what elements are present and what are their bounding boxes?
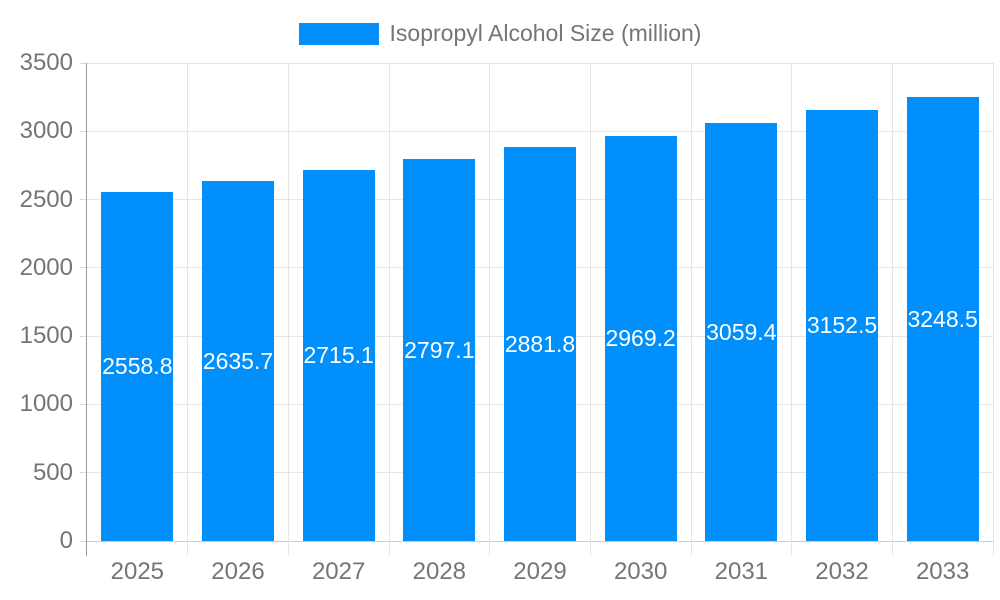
bar[interactable]: 2635.7 [202, 181, 274, 541]
x-tick-label: 2025 [110, 558, 165, 585]
plot-area: 0 500 1000 1500 2000 2500 3000 3500 2558.8 2025 26… [20, 49, 994, 585]
y-axis-tick [80, 540, 86, 542]
gridline-vertical [187, 63, 189, 556]
bar[interactable]: 3059.4 [705, 123, 778, 541]
gridline-vertical [791, 63, 793, 556]
legend-item[interactable]: Isopropyl Alcohol Size (million) [0, 20, 1000, 47]
bar[interactable]: 2715.1 [302, 170, 375, 541]
x-tick-label: 2033 [915, 558, 970, 585]
y-tick-label: 2000 [19, 253, 73, 281]
gridline-vertical [489, 63, 491, 556]
x-tick-label: 2028 [412, 558, 467, 585]
bar-value-label: 3248.5 [907, 305, 978, 332]
bar-value-label: 3152.5 [806, 312, 878, 339]
x-tick-label: 2031 [714, 558, 769, 585]
gridline-vertical [891, 63, 893, 556]
gridline-vertical [992, 63, 994, 556]
bar[interactable]: 2881.8 [504, 147, 576, 541]
x-tick-label: 2032 [815, 558, 869, 585]
x-tick-label: 2029 [513, 558, 567, 585]
y-tick-label: 500 [32, 458, 73, 486]
y-tick-label: 3000 [19, 117, 73, 145]
y-tick-label: 0 [59, 527, 73, 554]
bar-value-label: 2558.8 [102, 352, 173, 379]
bar-value-label: 2715.1 [303, 342, 374, 369]
y-axis-tick [80, 267, 86, 269]
x-tick-label: 2026 [211, 558, 265, 585]
bar[interactable]: 2558.8 [101, 191, 174, 541]
bar-value-label: 2881.8 [504, 330, 576, 357]
gridline-vertical [388, 63, 390, 556]
y-axis-tick [80, 472, 86, 474]
bar[interactable]: 2969.2 [604, 135, 677, 541]
y-tick-label: 3500 [19, 49, 73, 76]
y-axis-tick [80, 130, 86, 132]
bar[interactable]: 3248.5 [906, 97, 979, 541]
bar[interactable]: 2797.1 [403, 159, 476, 541]
bar[interactable]: 3152.5 [806, 110, 878, 541]
x-tick-label: 2027 [311, 558, 366, 585]
gridline-vertical [287, 63, 289, 556]
legend-label: Isopropyl Alcohol Size (million) [389, 20, 702, 46]
y-tick-label: 2500 [19, 185, 73, 213]
y-axis-tick [80, 335, 86, 337]
y-tick-label: 1000 [19, 390, 73, 418]
bar-value-label: 2635.7 [202, 347, 274, 374]
y-axis-tick [80, 199, 86, 201]
y-axis-tick [80, 403, 86, 405]
legend-swatch [298, 22, 379, 45]
y-axis-tick [80, 62, 86, 64]
bar-value-label: 3059.4 [706, 318, 777, 345]
x-tick-label: 2030 [613, 558, 668, 585]
gridline-vertical [690, 63, 692, 556]
bar-value-label: 2797.1 [404, 336, 475, 363]
gridline-horizontal [87, 540, 993, 542]
bar-value-label: 2969.2 [605, 324, 676, 351]
y-tick-label: 1500 [19, 322, 73, 350]
gridline-horizontal [87, 62, 993, 64]
y-axis-line [86, 63, 87, 556]
gridline-vertical [589, 63, 591, 556]
gridline-horizontal [87, 130, 993, 132]
